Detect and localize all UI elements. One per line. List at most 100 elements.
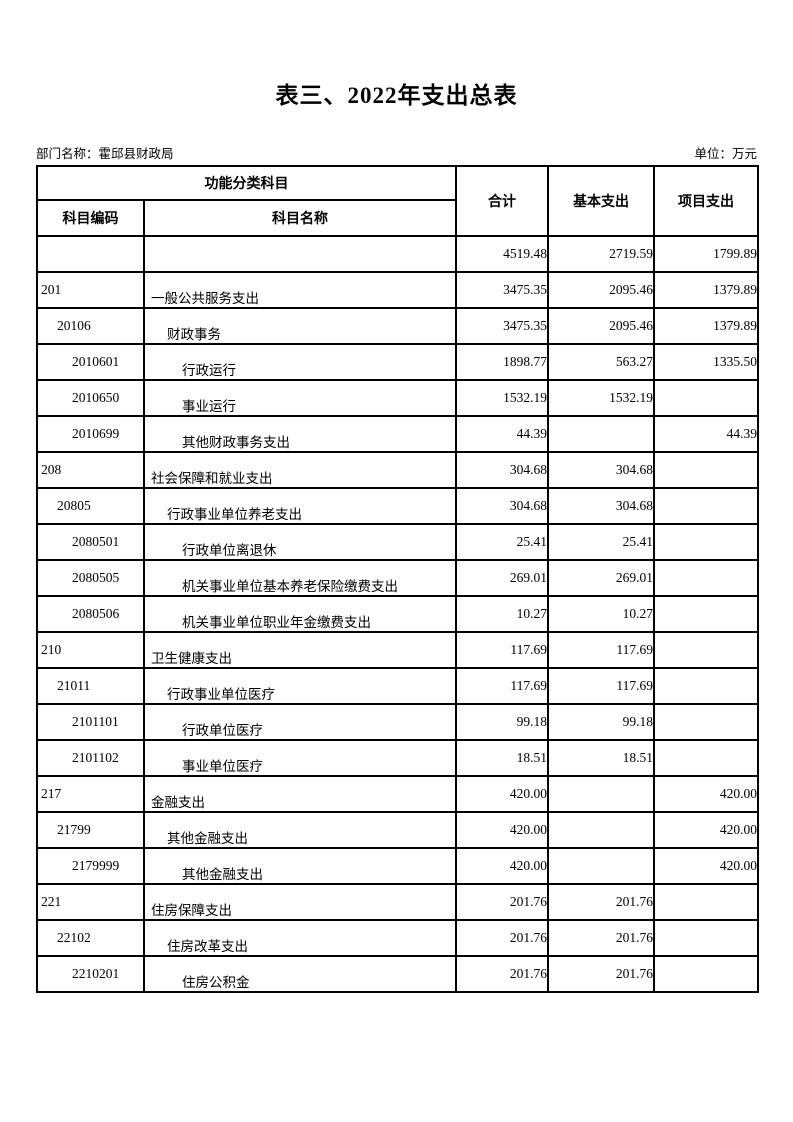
basic-expenditure-cell [547, 775, 655, 813]
subject-name-cell: 行政运行 [143, 343, 457, 381]
basic-expenditure-cell: 201.76 [547, 919, 655, 957]
table-row: 2080501 行政单位离退休 25.41 25.41 [36, 523, 759, 561]
total-cell: 3475.35 [455, 271, 549, 309]
subject-name-cell: 金融支出 [143, 775, 457, 813]
table-row: 2101102 事业单位医疗 18.51 18.51 [36, 739, 759, 777]
table-row: 20805 行政事业单位养老支出 304.68 304.68 [36, 487, 759, 525]
subject-name-cell: 机关事业单位基本养老保险缴费支出 [143, 559, 457, 597]
table-row: 221 住房保障支出 201.76 201.76 [36, 883, 759, 921]
subject-code-cell: 2080505 [36, 559, 145, 597]
total-cell: 4519.48 [455, 235, 549, 273]
basic-expenditure-cell: 304.68 [547, 451, 655, 489]
subject-code-cell: 20106 [36, 307, 145, 345]
subject-code-cell: 2101102 [36, 739, 145, 777]
subject-name-cell: 行政事业单位养老支出 [143, 487, 457, 525]
header-basic-expenditure: 基本支出 [547, 165, 655, 237]
total-cell: 269.01 [455, 559, 549, 597]
subject-code-cell: 21799 [36, 811, 145, 849]
subject-name-cell: 行政事业单位医疗 [143, 667, 457, 705]
expenditure-table: 功能分类科目 合计 基本支出 项目支出 科目编码 科目名称 4519.48 27… [36, 165, 759, 993]
project-expenditure-cell [653, 487, 759, 525]
project-expenditure-cell: 1379.89 [653, 307, 759, 345]
basic-expenditure-cell: 25.41 [547, 523, 655, 561]
header-project-expenditure: 项目支出 [653, 165, 759, 237]
subject-name-cell: 事业运行 [143, 379, 457, 417]
subject-name-cell: 社会保障和就业支出 [143, 451, 457, 489]
project-expenditure-cell [653, 919, 759, 957]
project-expenditure-cell: 1379.89 [653, 271, 759, 309]
meta-row: 部门名称：霍邱县财政局 单位：万元 [36, 146, 757, 162]
project-expenditure-cell [653, 451, 759, 489]
table-row: 2010601 行政运行 1898.77 563.27 1335.50 [36, 343, 759, 381]
basic-expenditure-cell: 2095.46 [547, 271, 655, 309]
project-expenditure-cell [653, 631, 759, 669]
total-cell: 117.69 [455, 667, 549, 705]
subject-code-cell: 2080501 [36, 523, 145, 561]
total-cell: 1532.19 [455, 379, 549, 417]
subject-name-cell: 事业单位医疗 [143, 739, 457, 777]
table-body: 4519.48 2719.59 1799.89 201 一般公共服务支出 347… [36, 235, 759, 993]
project-expenditure-cell [653, 523, 759, 561]
subject-name-cell: 其他金融支出 [143, 847, 457, 885]
project-expenditure-cell [653, 559, 759, 597]
basic-expenditure-cell: 2719.59 [547, 235, 655, 273]
subject-code-cell [36, 235, 145, 273]
subject-name-cell: 住房保障支出 [143, 883, 457, 921]
subject-name-cell: 行政单位离退休 [143, 523, 457, 561]
project-expenditure-cell [653, 739, 759, 777]
table-row: 2080505 机关事业单位基本养老保险缴费支出 269.01 269.01 [36, 559, 759, 597]
table-row: 210 卫生健康支出 117.69 117.69 [36, 631, 759, 669]
project-expenditure-cell: 1335.50 [653, 343, 759, 381]
page-title: 表三、2022年支出总表 [275, 83, 518, 108]
basic-expenditure-cell: 2095.46 [547, 307, 655, 345]
subject-name-cell: 住房改革支出 [143, 919, 457, 957]
total-cell: 420.00 [455, 811, 549, 849]
table-row: 2010699 其他财政事务支出 44.39 44.39 [36, 415, 759, 453]
basic-expenditure-cell: 117.69 [547, 631, 655, 669]
project-expenditure-cell [653, 379, 759, 417]
subject-name-cell: 行政单位医疗 [143, 703, 457, 741]
header-subject-code: 科目编码 [36, 199, 145, 237]
subject-code-cell: 210 [36, 631, 145, 669]
subject-code-cell: 221 [36, 883, 145, 921]
basic-expenditure-cell: 563.27 [547, 343, 655, 381]
basic-expenditure-cell: 201.76 [547, 883, 655, 921]
subject-code-cell: 208 [36, 451, 145, 489]
subject-code-cell: 22102 [36, 919, 145, 957]
total-cell: 201.76 [455, 883, 549, 921]
header-total: 合计 [455, 165, 549, 237]
subject-code-cell: 2010699 [36, 415, 145, 453]
subject-name-cell: 其他金融支出 [143, 811, 457, 849]
subject-name-cell: 住房公积金 [143, 955, 457, 993]
project-expenditure-cell: 420.00 [653, 775, 759, 813]
table-row: 2101101 行政单位医疗 99.18 99.18 [36, 703, 759, 741]
subject-code-cell: 21011 [36, 667, 145, 705]
subject-code-cell: 2010650 [36, 379, 145, 417]
table-row: 217 金融支出 420.00 420.00 [36, 775, 759, 813]
basic-expenditure-cell: 117.69 [547, 667, 655, 705]
table-row: 2010650 事业运行 1532.19 1532.19 [36, 379, 759, 417]
table-row: 208 社会保障和就业支出 304.68 304.68 [36, 451, 759, 489]
basic-expenditure-cell: 269.01 [547, 559, 655, 597]
total-cell: 10.27 [455, 595, 549, 633]
table-row: 20106 财政事务 3475.35 2095.46 1379.89 [36, 307, 759, 345]
total-cell: 420.00 [455, 775, 549, 813]
total-cell: 99.18 [455, 703, 549, 741]
header-row-2: 科目编码 科目名称 [36, 199, 758, 237]
subject-code-cell: 217 [36, 775, 145, 813]
total-cell: 25.41 [455, 523, 549, 561]
project-expenditure-cell [653, 955, 759, 993]
subject-name-cell: 一般公共服务支出 [143, 271, 457, 309]
subject-name-cell: 机关事业单位职业年金缴费支出 [143, 595, 457, 633]
unit-label: 单位：万元 [694, 147, 757, 161]
subject-code-cell: 201 [36, 271, 145, 309]
total-cell: 201.76 [455, 919, 549, 957]
project-expenditure-cell: 1799.89 [653, 235, 759, 273]
subject-name-cell: 其他财政事务支出 [143, 415, 457, 453]
table-row: 201 一般公共服务支出 3475.35 2095.46 1379.89 [36, 271, 759, 309]
subject-name-cell [143, 235, 457, 273]
basic-expenditure-cell [547, 811, 655, 849]
table-row: 21011 行政事业单位医疗 117.69 117.69 [36, 667, 759, 705]
total-cell: 18.51 [455, 739, 549, 777]
